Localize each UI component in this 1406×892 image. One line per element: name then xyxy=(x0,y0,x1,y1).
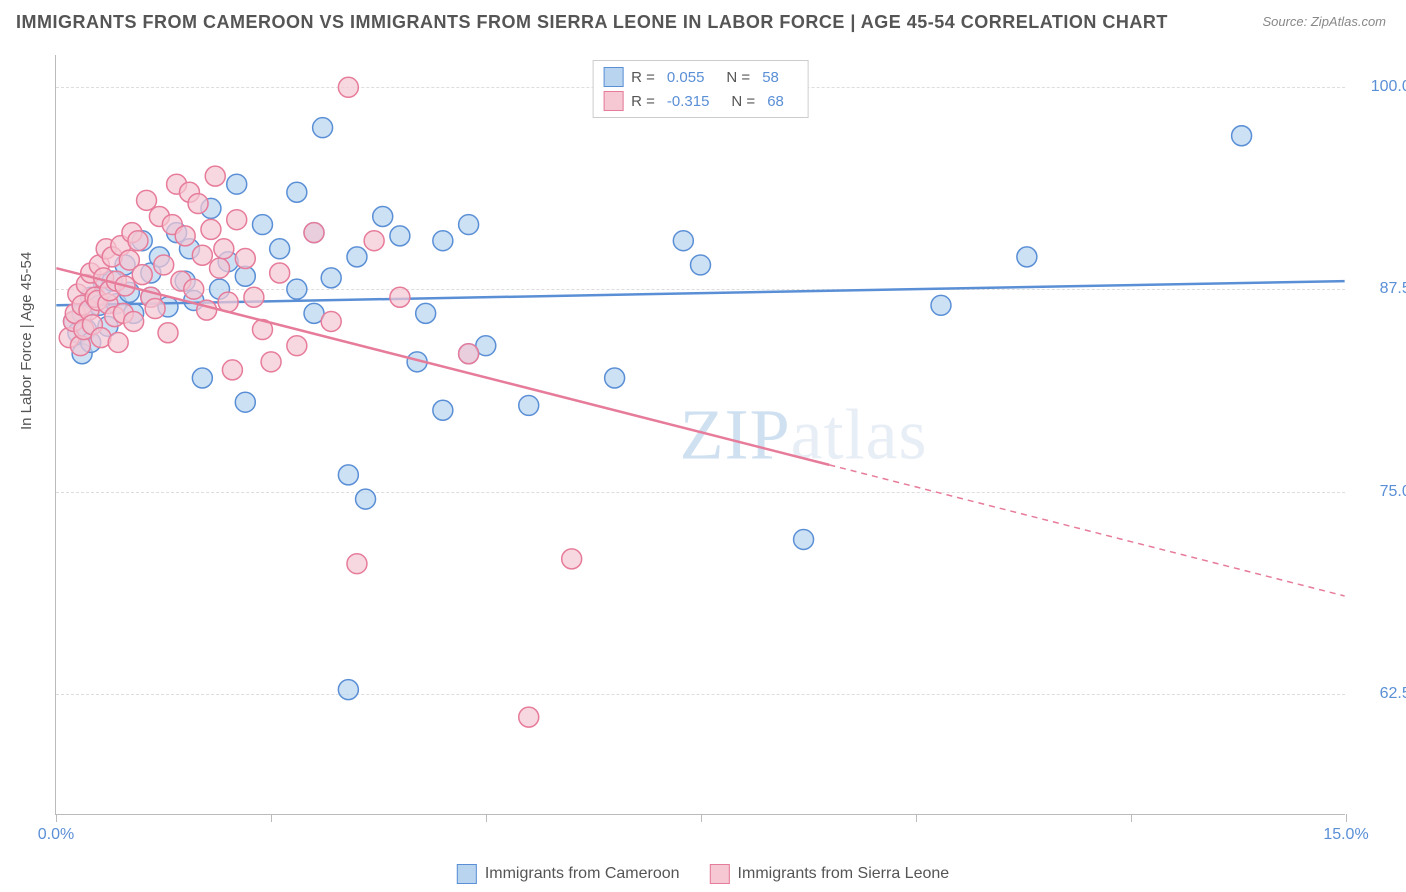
chart-title: IMMIGRANTS FROM CAMEROON VS IMMIGRANTS F… xyxy=(16,12,1168,33)
legend-r-label: R = xyxy=(631,69,655,86)
chart-svg xyxy=(56,55,1345,814)
y-tick-label: 75.0% xyxy=(1355,483,1406,501)
y-tick-label: 87.5% xyxy=(1355,280,1406,298)
x-tick-label: 15.0% xyxy=(1323,826,1368,844)
source-attribution: Source: ZipAtlas.com xyxy=(1262,14,1386,29)
legend-n-label: N = xyxy=(726,69,750,86)
legend-r-label: R = xyxy=(631,93,655,110)
legend-row-sierra-leone: R = -0.315 N = 68 xyxy=(603,89,798,113)
legend-swatch-sierra-leone xyxy=(603,91,623,111)
legend-row-cameroon: R = 0.055 N = 58 xyxy=(603,65,798,89)
series-legend: Immigrants from Cameroon Immigrants from… xyxy=(457,864,949,884)
x-tick-label: 0.0% xyxy=(38,826,74,844)
y-axis-label: In Labor Force | Age 45-54 xyxy=(18,252,35,430)
y-tick-label: 100.0% xyxy=(1355,78,1406,96)
correlation-legend: R = 0.055 N = 58 R = -0.315 N = 68 xyxy=(592,60,809,118)
legend-n-value-cameroon: 58 xyxy=(762,69,779,86)
legend-r-value-sierra-leone: -0.315 xyxy=(667,93,710,110)
legend-item-sierra-leone: Immigrants from Sierra Leone xyxy=(710,864,950,884)
legend-swatch-cameroon xyxy=(603,67,623,87)
legend-item-cameroon: Immigrants from Cameroon xyxy=(457,864,680,884)
legend-r-value-cameroon: 0.055 xyxy=(667,69,705,86)
legend-swatch-sierra-leone-icon xyxy=(710,864,730,884)
legend-label-cameroon: Immigrants from Cameroon xyxy=(485,865,680,883)
legend-n-value-sierra-leone: 68 xyxy=(767,93,784,110)
legend-label-sierra-leone: Immigrants from Sierra Leone xyxy=(738,865,950,883)
plot-area: ZIPatlas R = 0.055 N = 58 R = -0.315 N =… xyxy=(55,55,1345,815)
y-tick-label: 62.5% xyxy=(1355,685,1406,703)
legend-swatch-cameroon-icon xyxy=(457,864,477,884)
legend-n-label: N = xyxy=(731,93,755,110)
